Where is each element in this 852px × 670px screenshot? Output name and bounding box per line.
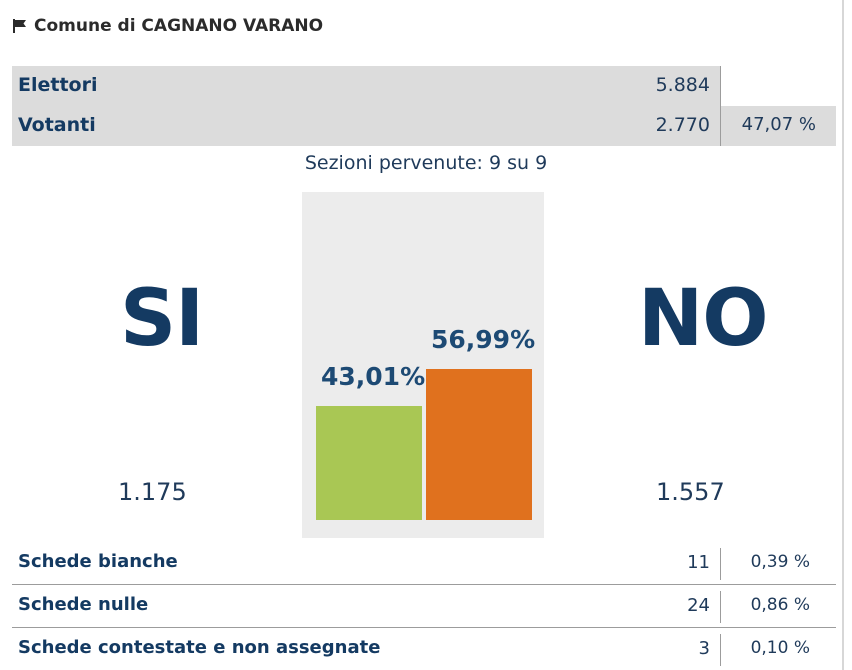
row-pct: 0,10 % xyxy=(750,638,810,658)
si-percentage: 43,01% xyxy=(321,362,426,392)
row-value: 11 xyxy=(687,552,710,573)
si-bar xyxy=(316,406,422,520)
elettori-label: Elettori xyxy=(18,74,98,96)
column-divider xyxy=(720,591,721,623)
sections-reported: Sezioni pervenute: 9 su 9 xyxy=(304,152,548,174)
municipality-title: Comune di CAGNANO VARANO xyxy=(34,16,324,36)
si-label: SI xyxy=(120,274,204,364)
panel-border xyxy=(842,0,844,670)
row-value: 24 xyxy=(687,595,710,616)
table-row: Schede contestate e non assegnate 3 0,10… xyxy=(12,628,836,670)
no-bar xyxy=(426,368,532,520)
row-label: Schede contestate e non assegnate xyxy=(18,637,381,658)
row-value: 3 xyxy=(698,638,710,659)
elettori-row: Elettori 5.884 xyxy=(12,66,836,106)
si-count: 1.175 xyxy=(118,478,187,506)
elettori-value: 5.884 xyxy=(655,74,710,96)
row-label: Schede nulle xyxy=(18,594,149,615)
votanti-label: Votanti xyxy=(18,114,96,136)
no-percentage: 56,99% xyxy=(431,324,536,354)
ballot-details: Schede bianche 11 0,39 % Schede nulle 24… xyxy=(12,542,836,670)
flag-icon xyxy=(12,18,28,34)
no-label: NO xyxy=(638,274,769,364)
municipality-header: Comune di CAGNANO VARANO xyxy=(12,14,323,38)
column-divider xyxy=(720,548,721,580)
column-divider xyxy=(720,634,721,666)
results-chart: 43,01% 56,99% xyxy=(302,192,544,538)
row-pct: 0,39 % xyxy=(750,552,810,572)
table-row: Schede bianche 11 0,39 % xyxy=(12,542,836,585)
votanti-row: Votanti 2.770 47,07 % xyxy=(12,106,836,146)
votanti-value: 2.770 xyxy=(655,114,710,136)
turnout-summary: Elettori 5.884 Votanti 2.770 47,07 % xyxy=(12,66,836,146)
column-divider xyxy=(720,66,721,146)
empty-pct-cell xyxy=(721,66,836,106)
table-row: Schede nulle 24 0,86 % xyxy=(12,585,836,628)
row-pct: 0,86 % xyxy=(750,595,810,615)
row-label: Schede bianche xyxy=(18,551,178,572)
no-count: 1.557 xyxy=(656,478,725,506)
votanti-pct: 47,07 % xyxy=(741,114,816,135)
